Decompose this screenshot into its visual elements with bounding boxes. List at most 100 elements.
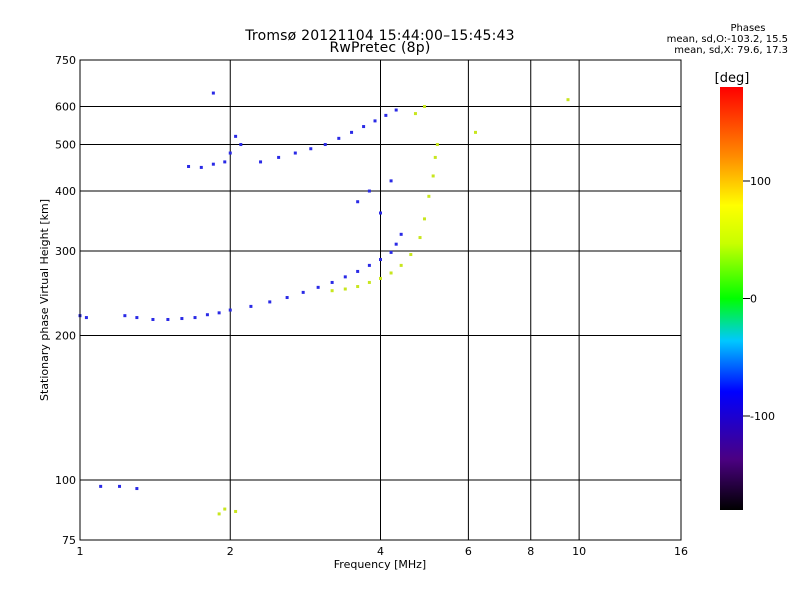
data-point-o [123,314,127,318]
plot-frame [79,59,682,541]
phases-heading: Phases [730,23,766,34]
y-tick-label: 300 [55,245,76,258]
data-point-o [343,275,347,279]
data-point-o [356,269,360,273]
y-tick-label: 100 [55,474,76,487]
y-axis-label: Stationary phase Virtual Height [km] [38,199,51,401]
data-point-x [379,276,382,280]
phases-stats: Phases mean, sd,O:-103.2, 15.5 mean, sd,… [588,23,788,56]
data-point-o [301,290,305,294]
data-point-o [211,162,215,166]
grid-lines [80,60,681,540]
data-point-o [330,280,334,284]
data-point-x [427,194,431,198]
data-point-o [180,317,184,321]
data-point-o [389,179,393,183]
data-point-x [217,512,221,516]
data-point-x [433,155,437,159]
y-tick-label: 200 [55,330,76,343]
data-point-o [285,296,289,300]
x-tick-labels: 1 2 4 6 8 10 16 [77,545,689,558]
colorbar-tick-label: 100 [750,175,771,188]
data-point-x [413,112,417,116]
data-point-o [379,258,382,262]
y-tick-label: 75 [62,534,76,547]
x-tick-label: 1 [77,545,84,558]
data-point-o [135,487,139,491]
data-point-o [99,484,103,488]
data-point-x [431,174,435,178]
data-point-o [394,108,398,112]
data-point-x [234,509,238,513]
data-point-o [151,317,155,321]
data-point-o [389,250,393,254]
data-point-o [323,143,327,147]
data-point-o [367,189,371,193]
data-point-o [356,200,360,204]
data-point-o [199,165,203,169]
data-point-o [277,155,281,159]
x-tick-label: 4 [377,545,384,558]
data-point-x [389,271,393,275]
data-point-o [135,316,139,320]
data-point-o [394,242,398,246]
data-point-x [473,130,477,134]
data-point-x [223,507,227,511]
data-point-o [239,143,243,147]
data-point-x [330,289,334,293]
data-point-o [166,317,170,321]
data-point-o [187,164,191,168]
phase-colorbar [720,87,743,510]
data-point-o [259,160,263,164]
data-points [78,91,570,516]
data-point-x [343,287,347,291]
data-point-o [234,134,238,138]
data-point-o [373,119,377,123]
colorbar-label: [deg] [715,71,750,86]
data-point-o [399,232,403,236]
data-point-x [422,217,426,221]
data-point-x [367,280,371,284]
colorbar-tick-label: 0 [750,293,757,306]
phases-o-stats: mean, sd,O:-103.2, 15.5 [666,34,788,45]
data-point-o [316,285,320,289]
data-point-x [422,105,426,109]
x-tick-label: 2 [227,545,234,558]
data-point-o [362,125,366,129]
chart-subtitle: RwPretec (8p) [329,40,431,56]
data-point-o [205,313,209,317]
data-point-o [367,263,371,267]
x-tick-label: 16 [674,545,688,558]
data-point-o [249,304,253,308]
data-point-o [84,316,88,320]
data-point-x [435,143,439,147]
chart-title: Tromsø 20121104 15:44:00–15:45:43 [245,28,515,44]
data-point-o [309,147,313,151]
data-point-o [379,211,382,215]
data-point-o [350,130,354,134]
data-point-x [409,253,413,257]
data-point-o [193,316,197,320]
data-point-o [337,136,341,140]
x-tick-label: 10 [572,545,586,558]
data-point-o [223,160,227,164]
data-point-x [566,98,570,102]
data-point-o [118,484,122,488]
data-point-o [217,311,221,315]
data-point-o [293,151,297,155]
x-tick-label: 6 [465,545,472,558]
y-tick-labels: 75 100 200 300 400 500 600 750 [55,54,76,547]
x-tick-label: 8 [527,545,534,558]
y-tick-label: 500 [55,139,76,152]
data-point-o [384,113,388,117]
phases-x-stats: mean, sd,X: 79.6, 17.3 [674,45,788,56]
colorbar-tick-label: -100 [750,410,775,423]
data-point-x [399,263,403,267]
data-point-x [356,285,360,289]
x-axis-label: Frequency [MHz] [334,558,426,571]
y-tick-label: 750 [55,54,76,67]
data-point-o [268,300,272,304]
y-tick-label: 600 [55,101,76,114]
